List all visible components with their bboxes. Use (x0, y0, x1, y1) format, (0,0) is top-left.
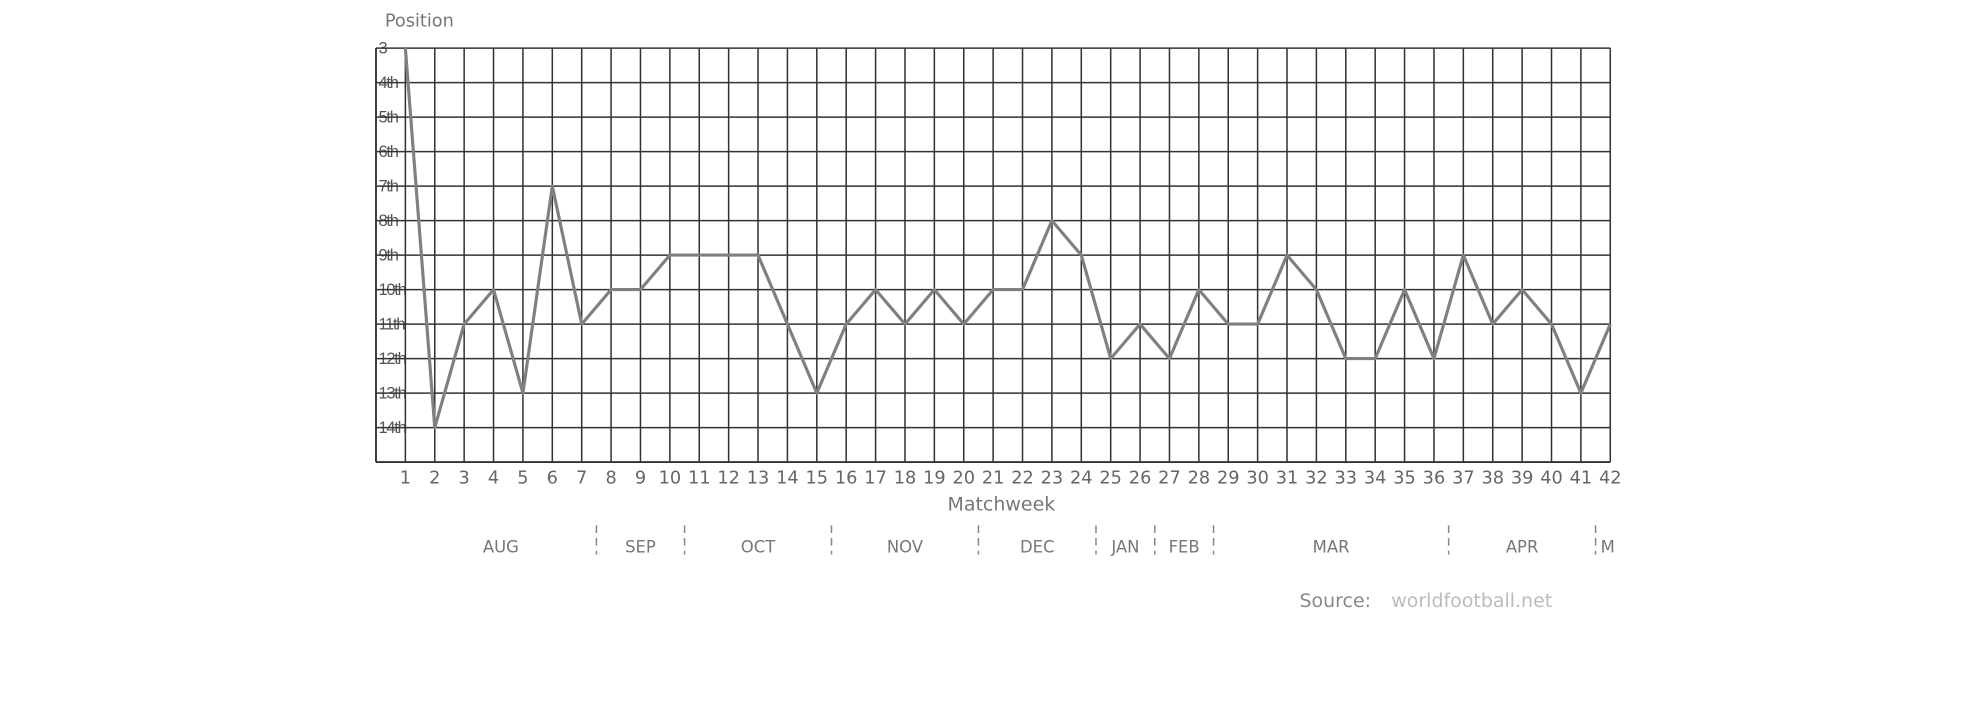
x-tick-label: 25 (1099, 469, 1122, 489)
x-tick-label: 22 (1011, 469, 1034, 489)
x-tick-label: 34 (1364, 469, 1387, 489)
x-tick-label: 30 (1246, 469, 1269, 489)
x-tick-label: 8 (605, 469, 616, 489)
x-tick-label: 35 (1393, 469, 1416, 489)
month-label: FEB (1169, 538, 1200, 557)
month-label: MAR (1313, 538, 1350, 557)
month-label: JAN (1110, 538, 1139, 557)
x-tick-label: 4 (488, 469, 499, 489)
month-label: DEC (1020, 538, 1055, 557)
x-tick-label: 27 (1158, 469, 1181, 489)
x-tick-label: 2 (429, 469, 440, 489)
x-tick-label: 9 (635, 469, 646, 489)
x-tick-label: 28 (1188, 469, 1211, 489)
source-label: Source: (1299, 590, 1371, 612)
month-label: SEP (625, 538, 656, 557)
x-tick-label: 5 (517, 469, 528, 489)
x-tick-label: 16 (835, 469, 858, 489)
x-tick-label: 10 (659, 469, 682, 489)
x-tick-label: 41 (1570, 469, 1593, 489)
x-tick-label: 11 (688, 469, 711, 489)
x-tick-label: 15 (806, 469, 829, 489)
month-label: M (1601, 538, 1615, 557)
source: worldfootball.net (1391, 590, 1552, 612)
x-tick-label: 19 (923, 469, 946, 489)
x-tick-label: 26 (1129, 469, 1152, 489)
x-tick-label: 12 (717, 469, 740, 489)
month-label: AUG (483, 538, 519, 557)
x-tick-label: 17 (864, 469, 887, 489)
x-tick-label: 3 (459, 469, 470, 489)
x-tick-label: 38 (1481, 469, 1504, 489)
y-axis-label: Position (385, 12, 454, 32)
x-tick-label: 18 (894, 469, 917, 489)
x-tick-label: 29 (1217, 469, 1240, 489)
x-tick-label: 6 (547, 469, 558, 489)
x-tick-label: 13 (747, 469, 770, 489)
x-tick-label: 7 (576, 469, 587, 489)
x-tick-label: 33 (1335, 469, 1358, 489)
x-tick-label: 36 (1423, 469, 1446, 489)
x-tick-label: 40 (1540, 469, 1563, 489)
x-tick-label: 14 (776, 469, 799, 489)
x-tick-label: 31 (1276, 469, 1299, 489)
x-tick-label: 42 (1599, 469, 1622, 489)
x-tick-label: 21 (982, 469, 1005, 489)
x-tick-label: 24 (1070, 469, 1093, 489)
x-tick-label: 20 (952, 469, 975, 489)
line-series (403, 48, 1612, 430)
x-tick-label: 39 (1511, 469, 1534, 489)
x-axis-label: Matchweek (948, 494, 1056, 516)
x-tick-label: 32 (1305, 469, 1328, 489)
x-tick-label: 1 (400, 469, 411, 489)
x-tick-label: 23 (1041, 469, 1064, 489)
month-label: NOV (887, 538, 924, 557)
x-tick-label: 37 (1452, 469, 1475, 489)
month-label: OCT (741, 538, 776, 557)
month-label: APR (1506, 538, 1539, 557)
